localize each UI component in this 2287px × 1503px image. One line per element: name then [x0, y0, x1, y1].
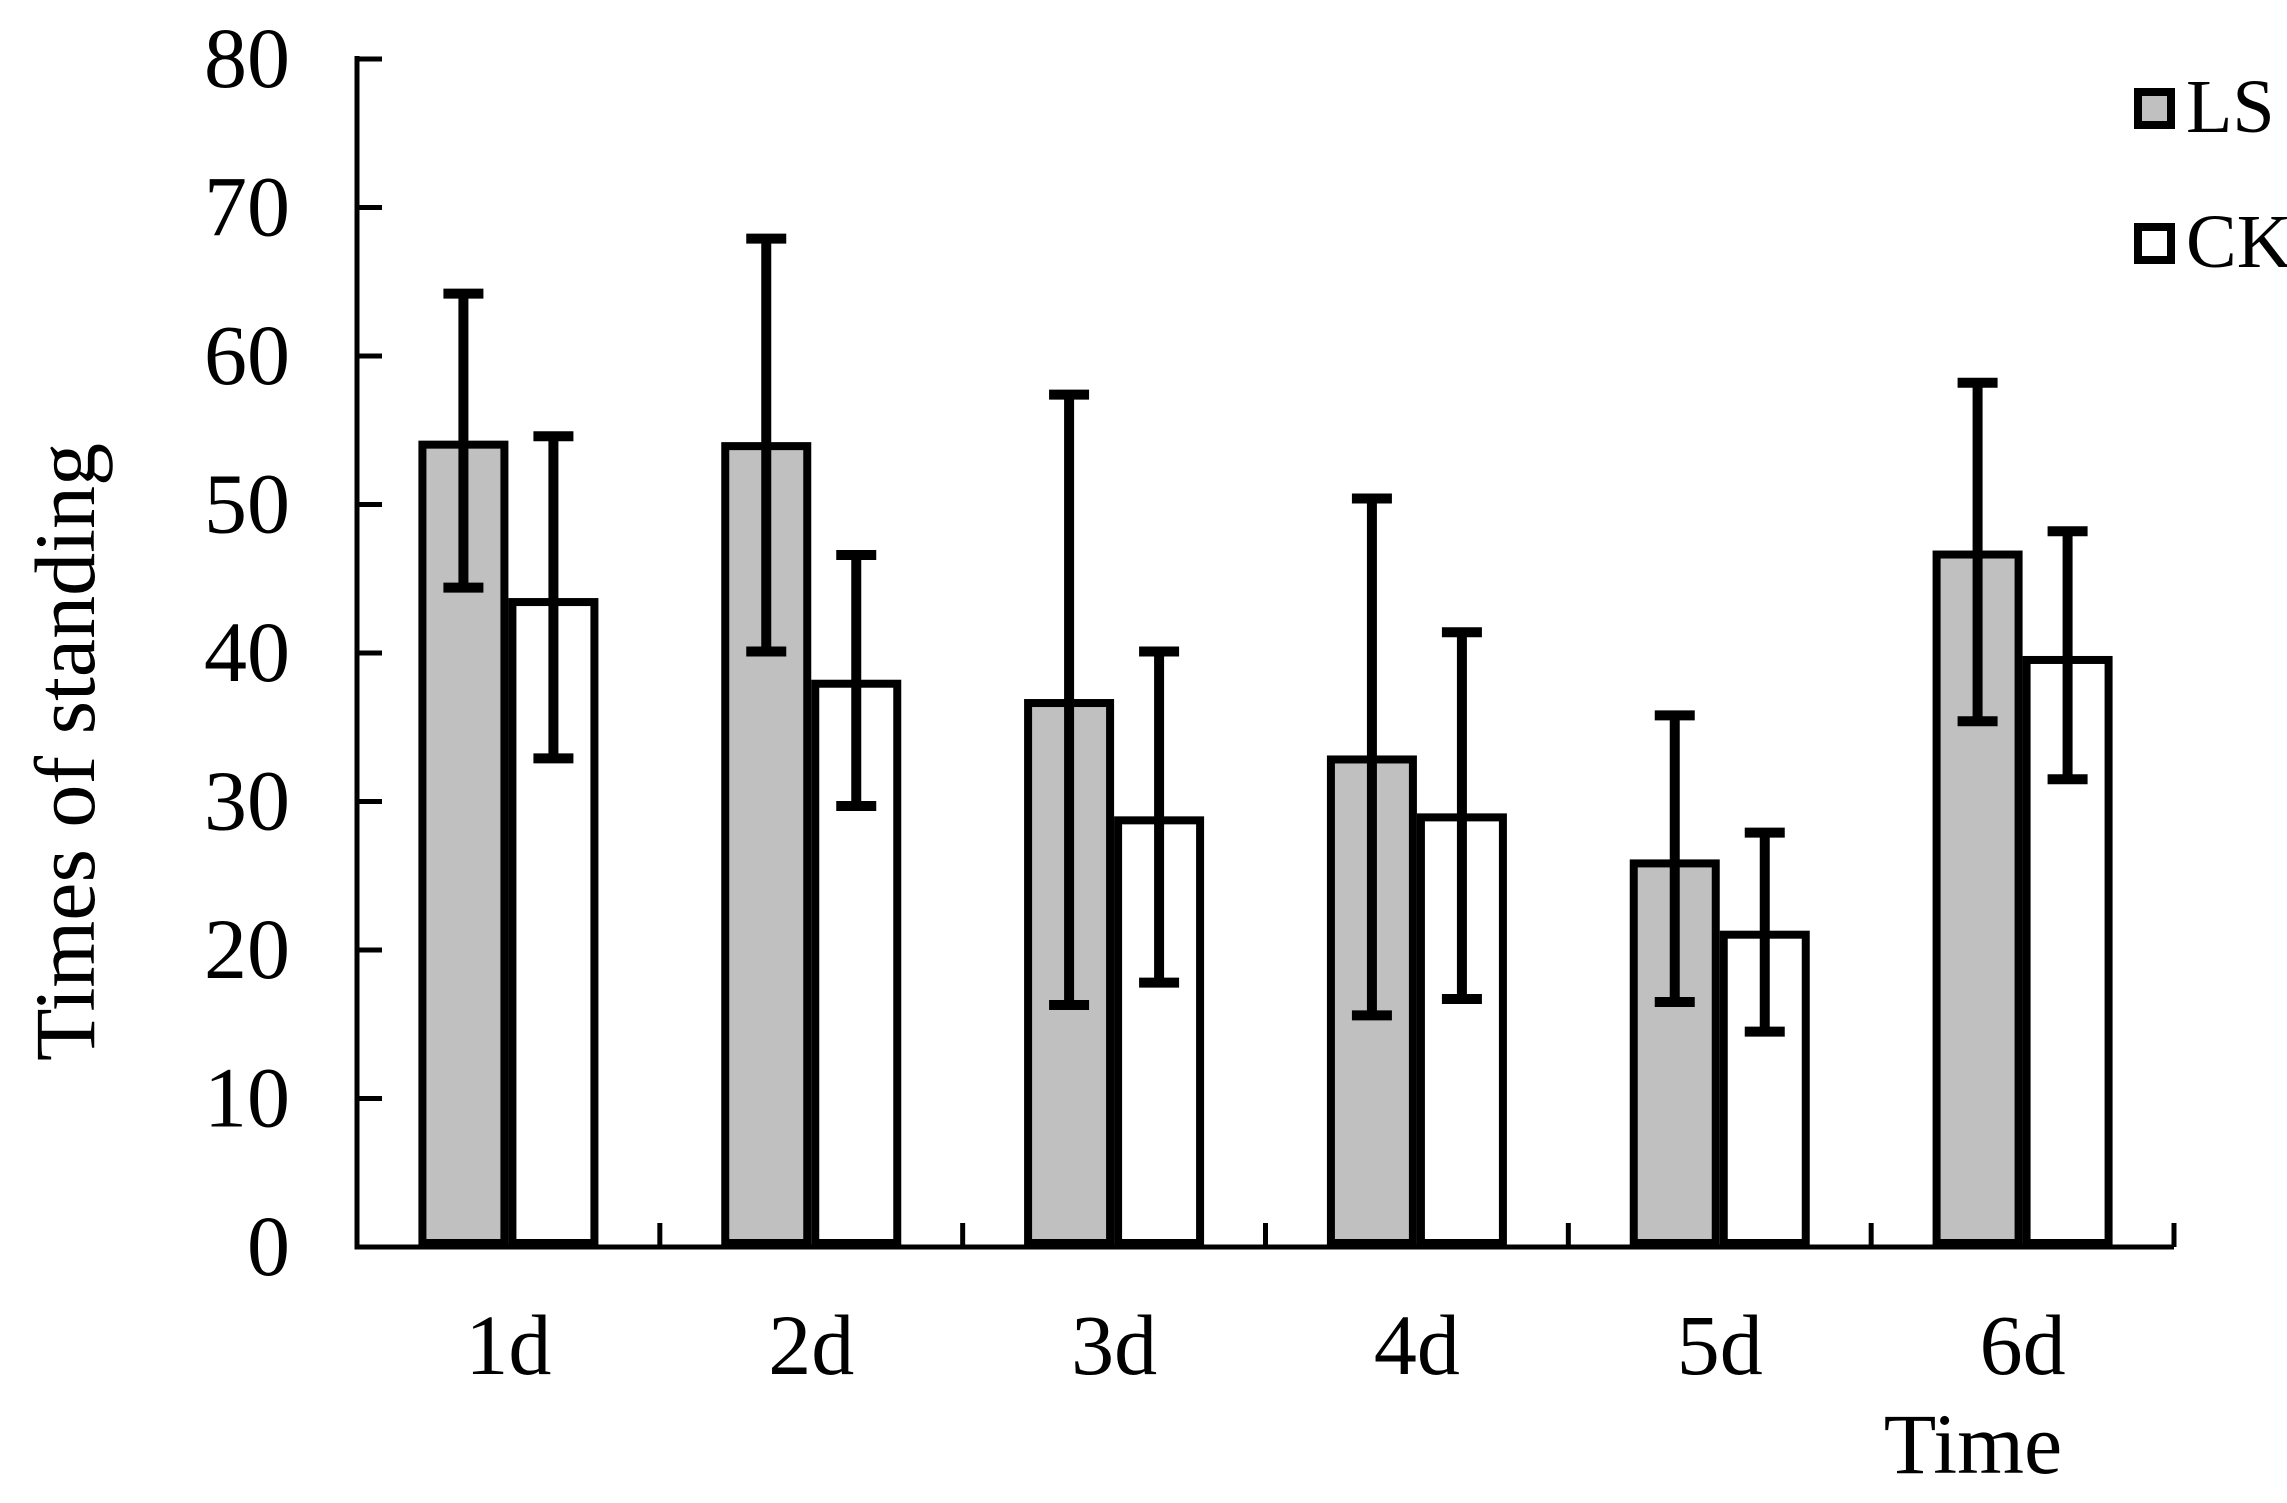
y-tick-label-10: 10 [204, 1050, 290, 1146]
x-tick-label-5d: 5d [1677, 1297, 1763, 1393]
y-axis-title: Times of standing [17, 443, 113, 1061]
x-tick-label-4d: 4d [1374, 1297, 1460, 1393]
x-axis-title: Time [1883, 1396, 2063, 1492]
bar-ck-6d [2022, 655, 2113, 1247]
bar-ck-3d [1114, 816, 1205, 1247]
x-tick-label-3d: 3d [1071, 1297, 1157, 1393]
y-tick-label-20: 20 [204, 901, 290, 997]
y-tick-label-70: 70 [204, 159, 290, 255]
ls-series-swatch-icon [2134, 88, 2175, 129]
legend-label-ls: LS [2186, 64, 2275, 149]
legend-item-ck: CK [2134, 204, 2287, 280]
legend: LS CK [2134, 69, 2287, 358]
x-tick-label-6d: 6d [1980, 1297, 2066, 1393]
y-tick-label-0: 0 [247, 1198, 290, 1294]
y-tick-label-80: 80 [204, 10, 290, 106]
y-tick-label-40: 40 [204, 604, 290, 700]
x-tick-label-2d: 2d [768, 1297, 854, 1393]
x-tick-label-1d: 1d [465, 1297, 551, 1393]
ck-series-swatch-icon [2134, 223, 2175, 264]
y-tick-label-50: 50 [204, 456, 290, 552]
legend-label-ck: CK [2186, 199, 2287, 284]
y-tick-label-60: 60 [204, 307, 290, 403]
legend-item-ls: LS [2134, 69, 2287, 145]
y-tick-label-30: 30 [204, 753, 290, 849]
